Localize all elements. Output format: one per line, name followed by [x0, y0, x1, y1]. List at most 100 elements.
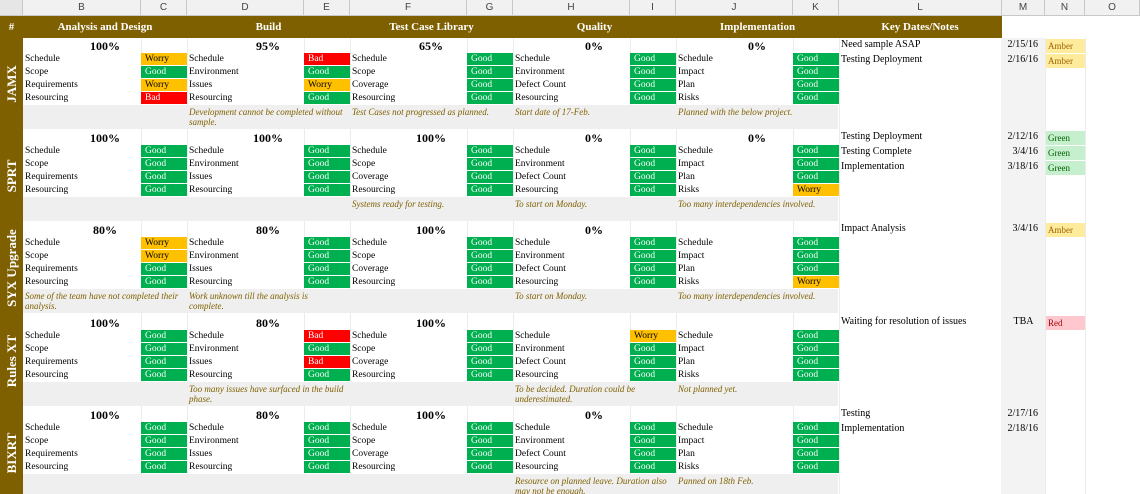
status-cell-worry[interactable]: Worry: [793, 184, 839, 196]
status-cell-good[interactable]: Good: [141, 66, 187, 78]
status-cell-good[interactable]: Good: [467, 276, 513, 288]
status-note[interactable]: Panned on 18th Feb.: [678, 476, 754, 486]
key-date[interactable]: 3/4/16: [1012, 146, 1038, 157]
key-date-note[interactable]: Testing: [841, 408, 871, 419]
status-cell-good[interactable]: Good: [467, 356, 513, 368]
status-cell-good[interactable]: Good: [793, 461, 839, 473]
key-date[interactable]: 2/16/16: [1007, 54, 1038, 65]
percent-complete-build[interactable]: 100%: [253, 131, 283, 145]
status-cell-good[interactable]: Good: [467, 250, 513, 262]
key-date[interactable]: 3/18/16: [1007, 161, 1038, 172]
percent-complete-quality[interactable]: 0%: [585, 131, 603, 145]
status-cell-good[interactable]: Good: [630, 158, 676, 170]
key-date-note[interactable]: Implementation: [841, 423, 905, 434]
status-cell-good[interactable]: Good: [630, 66, 676, 78]
percent-complete-build[interactable]: 80%: [256, 408, 280, 422]
status-cell-good[interactable]: Good: [467, 158, 513, 170]
status-cell-good[interactable]: Good: [304, 92, 350, 104]
status-cell-worry[interactable]: Worry: [630, 330, 676, 342]
status-cell-good[interactable]: Good: [141, 461, 187, 473]
status-cell-worry[interactable]: Worry: [793, 276, 839, 288]
status-cell-good[interactable]: Good: [467, 422, 513, 434]
status-cell-good[interactable]: Good: [141, 343, 187, 355]
status-cell-good[interactable]: Good: [141, 369, 187, 381]
status-cell-worry[interactable]: Worry: [141, 250, 187, 262]
status-cell-good[interactable]: Good: [793, 92, 839, 104]
status-cell-good[interactable]: Good: [467, 92, 513, 104]
status-note[interactable]: Start date of 17-Feb.: [515, 107, 590, 117]
status-cell-good[interactable]: Good: [630, 171, 676, 183]
percent-complete-quality[interactable]: 0%: [585, 408, 603, 422]
rag-status-badge[interactable]: Red: [1046, 316, 1085, 330]
status-cell-good[interactable]: Good: [304, 66, 350, 78]
key-date-note[interactable]: Testing Complete: [841, 146, 912, 157]
percent-complete-test[interactable]: 65%: [419, 39, 443, 53]
status-cell-good[interactable]: Good: [630, 250, 676, 262]
percent-complete-impl[interactable]: 0%: [748, 131, 766, 145]
status-cell-worry[interactable]: Worry: [304, 79, 350, 91]
status-note[interactable]: Not planned yet.: [678, 384, 738, 394]
column-header-i[interactable]: I: [630, 0, 676, 16]
status-cell-good[interactable]: Good: [630, 276, 676, 288]
status-cell-good[interactable]: Good: [304, 343, 350, 355]
status-cell-good[interactable]: Good: [304, 435, 350, 447]
key-date[interactable]: 3/4/16: [1012, 223, 1038, 234]
column-header-m[interactable]: M: [1002, 0, 1045, 16]
status-cell-good[interactable]: Good: [793, 343, 839, 355]
status-cell-worry[interactable]: Worry: [141, 237, 187, 249]
status-cell-bad[interactable]: Bad: [304, 330, 350, 342]
status-cell-good[interactable]: Good: [467, 53, 513, 65]
status-cell-good[interactable]: Good: [793, 66, 839, 78]
percent-complete-analysis[interactable]: 100%: [90, 131, 120, 145]
status-cell-good[interactable]: Good: [793, 448, 839, 460]
percent-complete-test[interactable]: 100%: [416, 408, 446, 422]
status-cell-good[interactable]: Good: [630, 343, 676, 355]
status-cell-good[interactable]: Good: [467, 237, 513, 249]
percent-complete-quality[interactable]: 0%: [585, 39, 603, 53]
status-cell-good[interactable]: Good: [630, 184, 676, 196]
column-header-b[interactable]: B: [23, 0, 141, 16]
status-cell-good[interactable]: Good: [304, 263, 350, 275]
percent-complete-analysis[interactable]: 100%: [90, 316, 120, 330]
key-date[interactable]: 2/17/16: [1007, 408, 1038, 419]
status-cell-good[interactable]: Good: [141, 276, 187, 288]
status-cell-good[interactable]: Good: [630, 435, 676, 447]
rag-status-badge[interactable]: Green: [1046, 146, 1085, 160]
status-cell-good[interactable]: Good: [304, 171, 350, 183]
status-cell-good[interactable]: Good: [793, 145, 839, 157]
status-cell-good[interactable]: Good: [467, 171, 513, 183]
status-cell-good[interactable]: Good: [467, 448, 513, 460]
status-cell-good[interactable]: Good: [467, 461, 513, 473]
status-cell-good[interactable]: Good: [630, 422, 676, 434]
status-cell-good[interactable]: Good: [304, 461, 350, 473]
status-cell-good[interactable]: Good: [141, 435, 187, 447]
status-cell-good[interactable]: Good: [304, 276, 350, 288]
column-header-h[interactable]: H: [513, 0, 630, 16]
status-cell-good[interactable]: Good: [304, 158, 350, 170]
status-cell-good[interactable]: Good: [793, 79, 839, 91]
status-cell-good[interactable]: Good: [630, 369, 676, 381]
status-note[interactable]: Too many interdependencies involved.: [678, 291, 816, 301]
status-cell-good[interactable]: Good: [793, 158, 839, 170]
status-note[interactable]: Some of the team have not completed thei…: [25, 291, 179, 311]
status-cell-good[interactable]: Good: [793, 237, 839, 249]
percent-complete-analysis[interactable]: 100%: [90, 39, 120, 53]
status-cell-good[interactable]: Good: [630, 448, 676, 460]
status-note[interactable]: Systems ready for testing.: [352, 199, 445, 209]
key-date[interactable]: 2/15/16: [1007, 39, 1038, 50]
status-cell-good[interactable]: Good: [630, 263, 676, 275]
column-header-c[interactable]: C: [141, 0, 187, 16]
status-cell-good[interactable]: Good: [467, 66, 513, 78]
status-cell-worry[interactable]: Worry: [141, 53, 187, 65]
status-cell-good[interactable]: Good: [793, 435, 839, 447]
rag-status-badge[interactable]: Green: [1046, 131, 1085, 145]
percent-complete-build[interactable]: 80%: [256, 316, 280, 330]
rag-status-badge[interactable]: Amber: [1046, 54, 1085, 68]
status-note[interactable]: Test Cases not progressed as planned.: [352, 107, 490, 117]
status-cell-good[interactable]: Good: [141, 263, 187, 275]
status-cell-good[interactable]: Good: [467, 369, 513, 381]
column-header-f[interactable]: F: [350, 0, 467, 16]
percent-complete-impl[interactable]: 0%: [748, 39, 766, 53]
key-date-note[interactable]: Impact Analysis: [841, 223, 906, 234]
status-note[interactable]: Too many interdependencies involved.: [678, 199, 816, 209]
